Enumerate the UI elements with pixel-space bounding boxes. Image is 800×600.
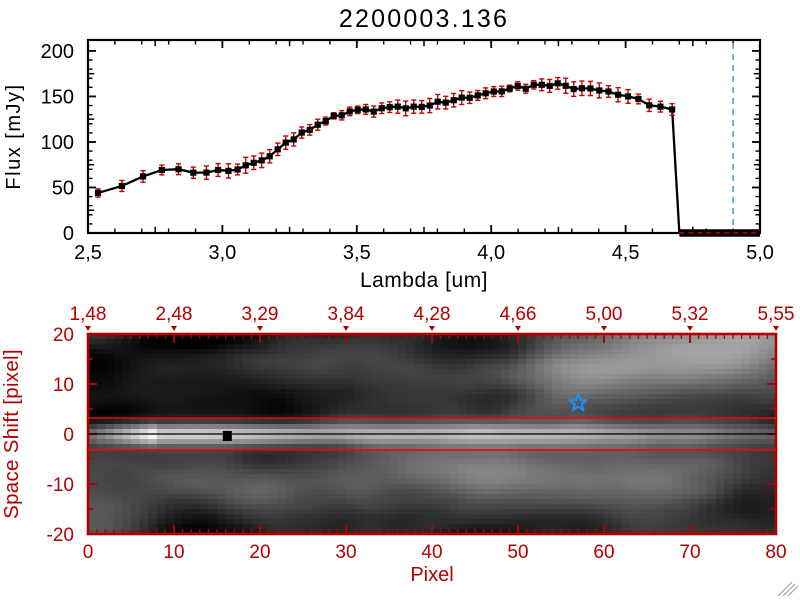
svg-text:0: 0 (63, 425, 74, 446)
svg-text:20: 20 (249, 542, 270, 563)
svg-text:4,66: 4,66 (500, 304, 537, 325)
svg-text:60: 60 (593, 542, 614, 563)
svg-text:Pixel: Pixel (410, 564, 453, 586)
svg-text:-10: -10 (47, 475, 74, 496)
svg-text:0: 0 (63, 223, 74, 245)
svg-text:150: 150 (41, 86, 74, 108)
svg-text:3,29: 3,29 (242, 304, 279, 325)
svg-text:0: 0 (83, 542, 94, 563)
svg-text:80: 80 (765, 542, 786, 563)
svg-text:Lambda [um]: Lambda [um] (360, 269, 488, 292)
svg-text:5,0: 5,0 (746, 242, 774, 264)
svg-text:5,00: 5,00 (586, 304, 623, 325)
svg-text:40: 40 (421, 542, 442, 563)
svg-text:100: 100 (41, 132, 74, 154)
svg-text:-20: -20 (47, 525, 74, 546)
svg-text:20: 20 (53, 325, 74, 346)
svg-text:200: 200 (41, 41, 74, 63)
svg-text:70: 70 (679, 542, 700, 563)
svg-text:Space Shift [pixel]: Space Shift [pixel] (0, 349, 23, 519)
svg-text:10: 10 (53, 375, 74, 396)
svg-text:3,0: 3,0 (208, 242, 236, 264)
svg-text:50: 50 (52, 177, 74, 199)
svg-text:5,32: 5,32 (672, 304, 709, 325)
svg-text:4,28: 4,28 (414, 304, 451, 325)
svg-text:5,55: 5,55 (758, 304, 795, 325)
svg-text:4,5: 4,5 (612, 242, 640, 264)
svg-text:Flux [mJy]: Flux [mJy] (3, 83, 25, 189)
svg-text:3,84: 3,84 (328, 304, 365, 325)
svg-text:1,48: 1,48 (70, 304, 107, 325)
svg-text:2,5: 2,5 (74, 242, 102, 264)
svg-text:3,5: 3,5 (343, 242, 371, 264)
svg-text:2,48: 2,48 (156, 304, 193, 325)
svg-text:10: 10 (163, 542, 184, 563)
svg-text:4,0: 4,0 (477, 242, 505, 264)
svg-text:2200003.136: 2200003.136 (339, 5, 509, 33)
svg-text:30: 30 (335, 542, 356, 563)
svg-text:50: 50 (507, 542, 528, 563)
